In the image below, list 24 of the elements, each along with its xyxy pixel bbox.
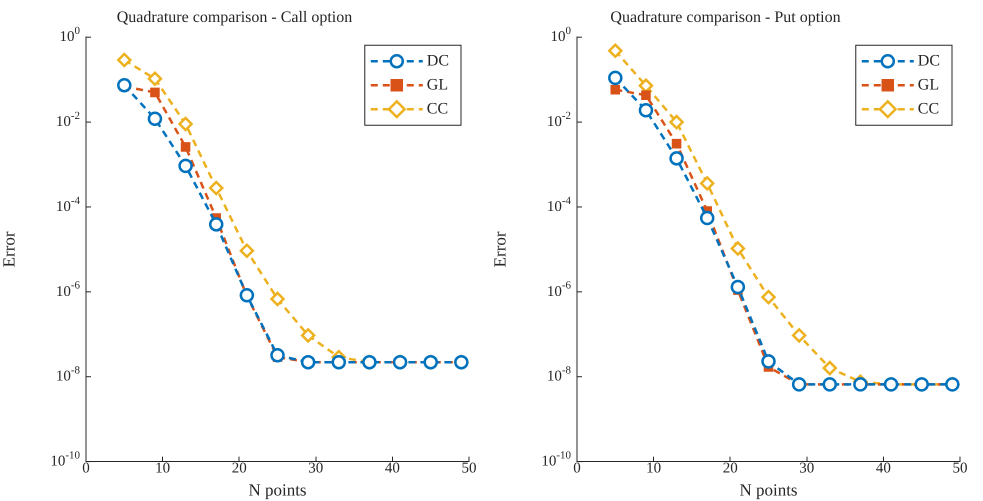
legend-label: GL	[426, 76, 448, 94]
x-tick-label: 30	[799, 460, 814, 477]
y-axis-title: Error	[490, 231, 510, 268]
x-tick-label: 0	[573, 460, 581, 477]
legend-label: CC	[426, 100, 448, 118]
x-axis-title: N points	[248, 480, 307, 500]
x-tick-label: 50	[462, 460, 476, 477]
x-tick-label: 10	[646, 460, 662, 477]
x-tick-label: 20	[232, 460, 247, 477]
x-tick-label: 10	[155, 460, 170, 477]
legend-label: DC	[426, 52, 450, 70]
legend-label: DC	[918, 52, 940, 70]
x-tick-label: 0	[82, 460, 90, 477]
legend-label: CC	[918, 100, 940, 118]
x-axis-title: N points	[739, 480, 798, 500]
x-tick-label: 40	[876, 460, 891, 477]
chart-title: Quadrature comparison - Call option	[116, 8, 352, 26]
x-tick-label: 50	[952, 460, 968, 477]
y-axis-title: Error	[0, 231, 19, 268]
x-tick-label: 20	[722, 460, 738, 477]
x-tick-label: 30	[308, 460, 324, 477]
chart-title: Quadrature comparison - Put option	[610, 8, 841, 26]
x-tick-label: 40	[384, 460, 400, 477]
legend-label: GL	[918, 76, 940, 94]
